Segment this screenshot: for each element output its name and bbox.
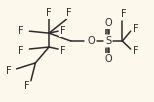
Text: F: F [18,46,23,56]
Text: O: O [88,36,95,46]
Text: O: O [104,18,112,28]
Text: F: F [18,26,23,36]
Text: F: F [60,46,65,56]
Text: F: F [121,9,127,19]
Text: F: F [66,8,72,18]
Text: O: O [104,54,112,64]
Text: S: S [105,36,111,46]
Text: F: F [24,81,29,91]
Text: F: F [46,8,52,18]
Text: F: F [60,26,65,36]
Text: F: F [6,66,11,76]
Text: F: F [133,24,139,34]
Text: F: F [133,46,139,56]
